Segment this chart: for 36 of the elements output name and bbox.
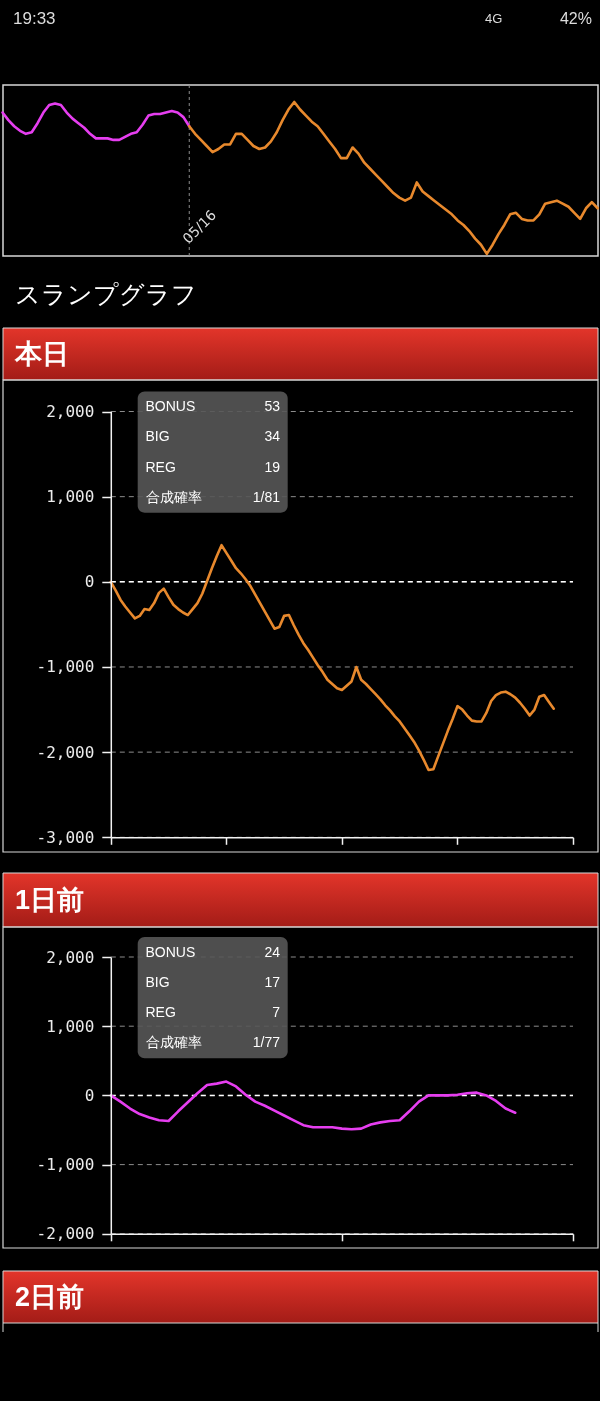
annotation: 7 xyxy=(272,1004,281,1021)
y-tick-label: -1,000 xyxy=(36,1155,95,1175)
y-tick-label: 1,000 xyxy=(46,487,95,507)
annotation: 合成確率 xyxy=(145,1034,202,1051)
y-tick-label: 2,000 xyxy=(46,947,95,967)
annotation: BIG xyxy=(145,973,170,990)
chart-subtitle: 本日 xyxy=(14,339,69,369)
chart-title: 1日前 xyxy=(15,885,85,915)
annotation: 17 xyxy=(264,973,281,990)
chart-title: スランプグラフ xyxy=(15,280,197,308)
y-tick-label: -1,000 xyxy=(36,657,95,677)
annotation: 24 xyxy=(264,943,281,960)
annotation: 53 xyxy=(264,398,281,414)
annotation: 34 xyxy=(264,428,281,445)
y-tick-label: 2,000 xyxy=(46,402,95,421)
annotation: BONUS xyxy=(145,943,196,960)
annotation: 合成確率 xyxy=(145,488,202,505)
annotation: REG xyxy=(145,1004,176,1021)
text: 42% xyxy=(559,10,592,27)
y-tick-label: 0 xyxy=(84,1085,95,1105)
text: 19:33 xyxy=(13,9,56,28)
y-tick-label: 1,000 xyxy=(46,1016,95,1036)
annotation: REG xyxy=(145,458,176,475)
annotation: BONUS xyxy=(145,398,196,414)
y-tick-label: -3,000 xyxy=(36,827,95,847)
annotation: 1/81 xyxy=(252,488,281,505)
annotation: BIG xyxy=(145,428,170,445)
annotation: 19 xyxy=(264,458,281,475)
annotation: 1/77 xyxy=(252,1034,281,1051)
text: 4G xyxy=(485,11,503,26)
y-tick-label: 0 xyxy=(84,572,95,592)
line-series xyxy=(109,1080,517,1131)
y-tick-label: -2,000 xyxy=(36,742,95,762)
line-series xyxy=(109,543,556,772)
text: 2日前 xyxy=(15,1282,85,1312)
y-tick-label: -2,000 xyxy=(36,1224,95,1244)
